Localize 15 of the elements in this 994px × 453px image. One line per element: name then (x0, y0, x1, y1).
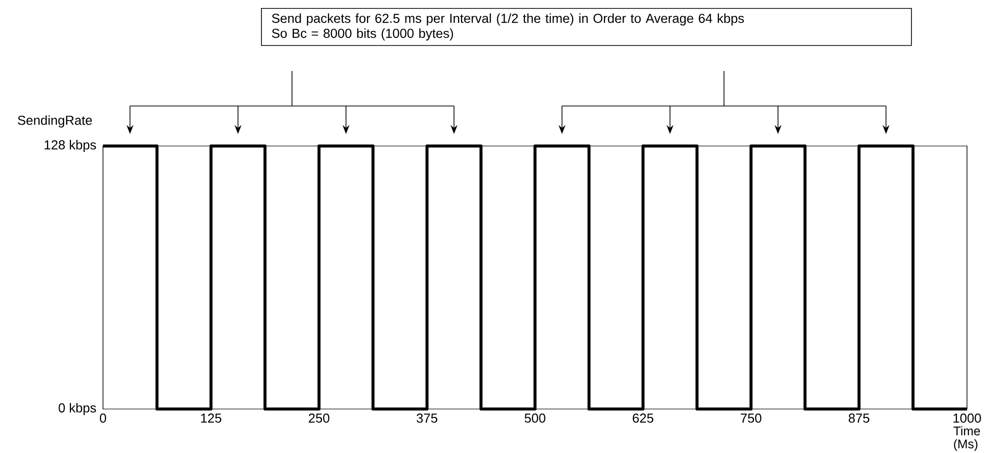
x-tick-label: 875 (848, 414, 870, 423)
y-tick-label: 128 kbps (44, 140, 96, 152)
y-axis-title: SendingRate (18, 115, 92, 128)
x-tick-label: 0 (100, 414, 106, 423)
x-tick-label: 750 (740, 414, 762, 423)
x-tick-label: 250 (308, 414, 330, 423)
x-tick-label: 375 (416, 414, 438, 423)
x-tick-label: 125 (201, 414, 222, 423)
x-tick-label: 500 (524, 414, 546, 423)
text: So Bc = 8000 bits (1000 bytes) (272, 28, 454, 41)
x-tick-label: 625 (632, 414, 654, 423)
y-tick-label: 0 kbps (58, 402, 96, 416)
text: Send packets for 62.5 ms per Interval (1/2 the time) in Order to Average 64 kbps (272, 13, 744, 26)
x-axis-title: Time (Ms) (953, 426, 980, 451)
x-tick-label: 1000 (954, 414, 981, 423)
